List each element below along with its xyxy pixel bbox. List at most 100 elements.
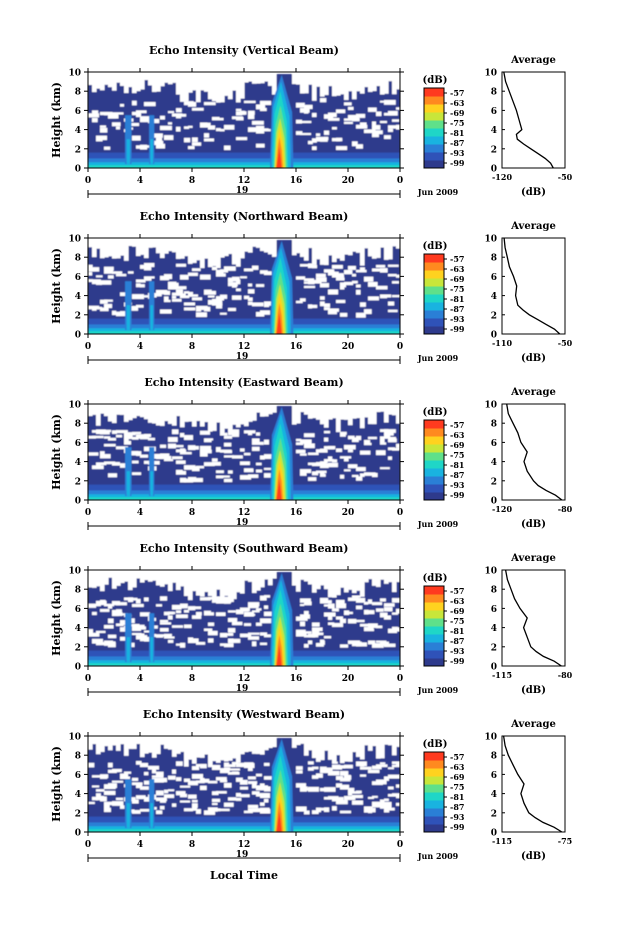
- no-data-gap: [108, 570, 113, 578]
- no-data-gap: [88, 736, 93, 750]
- no-data-hole: [204, 810, 216, 815]
- no-data-hole: [320, 769, 331, 774]
- no-data-hole: [172, 625, 184, 628]
- no-data-hole: [256, 469, 263, 473]
- no-data-hole: [308, 640, 313, 645]
- y-tick-label: 0: [75, 497, 81, 507]
- no-data-hole: [248, 431, 253, 436]
- no-data-hole: [396, 124, 407, 130]
- no-data-gap: [352, 404, 357, 419]
- no-data-hole: [336, 146, 348, 151]
- no-data-gap: [188, 570, 193, 601]
- no-data-hole: [216, 447, 221, 453]
- profile-unit: (dB): [521, 851, 546, 862]
- no-data-hole: [164, 613, 170, 616]
- no-data-hole: [352, 791, 360, 794]
- no-data-hole: [248, 110, 255, 115]
- profile-y-tick-label: 10: [484, 567, 497, 577]
- no-data-gap: [296, 570, 301, 592]
- no-data-gap: [132, 238, 137, 247]
- no-data-hole: [100, 599, 106, 604]
- no-data-hole: [256, 785, 268, 791]
- no-data-hole: [312, 766, 319, 770]
- y-tick-label: 8: [75, 752, 81, 762]
- colorbar-tick-label: -81: [450, 128, 464, 138]
- no-data-hole: [184, 609, 189, 613]
- colorbar-unit: (dB): [423, 75, 448, 86]
- no-data-hole: [328, 117, 340, 121]
- x-tick-label: 8: [189, 508, 195, 518]
- no-data-hole: [116, 273, 127, 277]
- no-data-gap: [332, 238, 337, 263]
- no-data-gap: [308, 570, 313, 585]
- no-data-gap: [356, 404, 361, 419]
- no-data-hole: [104, 303, 113, 309]
- no-data-hole: [216, 612, 226, 616]
- no-data-hole: [364, 628, 375, 632]
- no-data-hole: [156, 771, 164, 776]
- no-data-gap: [396, 72, 401, 90]
- no-data-gap: [124, 570, 129, 582]
- no-data-gap: [144, 404, 149, 420]
- profile-frame: [501, 735, 566, 833]
- no-data-hole: [168, 639, 174, 643]
- x-tick-label: 16: [290, 674, 303, 684]
- no-data-gap: [336, 238, 341, 259]
- no-data-gap: [100, 238, 105, 259]
- profile-y-tick-label: 10: [484, 733, 497, 743]
- colorbar-tick-label: -93: [450, 812, 465, 822]
- no-data-gap: [352, 570, 357, 594]
- no-data-gap: [308, 404, 313, 419]
- no-data-hole: [180, 293, 186, 296]
- no-data-gap: [236, 570, 241, 593]
- no-data-hole: [236, 777, 243, 782]
- no-data-gap: [356, 72, 361, 92]
- y-tick-label: 2: [75, 643, 81, 653]
- no-data-hole: [96, 630, 106, 633]
- colorbar-swatch: [424, 318, 444, 327]
- colorbar-frame: [423, 253, 445, 335]
- colorbar-unit: (dB): [423, 573, 448, 584]
- no-data-gap: [200, 404, 205, 427]
- no-data-hole: [384, 603, 395, 607]
- no-data-hole: [224, 450, 233, 454]
- no-data-gap: [128, 238, 133, 246]
- no-data-hole: [328, 603, 335, 609]
- no-data-hole: [212, 791, 219, 796]
- no-data-hole: [136, 598, 141, 604]
- no-data-hole: [364, 439, 371, 444]
- colorbar-swatch: [424, 586, 444, 595]
- profile-y-tick-label: 4: [491, 790, 497, 800]
- no-data-hole: [320, 448, 326, 452]
- no-data-hole: [200, 122, 208, 128]
- no-data-hole: [168, 281, 177, 286]
- no-data-hole: [216, 475, 224, 479]
- no-data-hole: [156, 635, 164, 638]
- no-data-hole: [192, 803, 198, 808]
- profile-y-tick-label: 6: [491, 273, 497, 283]
- no-data-hole: [184, 624, 192, 629]
- no-data-hole: [252, 610, 260, 613]
- colorbar-swatch: [424, 776, 444, 785]
- no-data-hole: [216, 777, 227, 781]
- no-data-gap: [324, 404, 329, 428]
- no-data-hole: [328, 308, 339, 312]
- no-data-hole: [372, 602, 383, 606]
- no-data-hole: [392, 626, 399, 630]
- no-data-hole: [104, 625, 114, 629]
- no-data-hole: [248, 781, 258, 784]
- no-data-hole: [348, 449, 353, 453]
- no-data-gap: [204, 238, 209, 259]
- no-data-hole: [144, 276, 155, 279]
- no-data-gap: [324, 72, 329, 95]
- no-data-hole: [88, 629, 93, 634]
- no-data-hole: [156, 604, 163, 607]
- no-data-hole: [312, 264, 318, 269]
- no-data-gap: [376, 238, 381, 258]
- colorbar-tick-label: -57: [450, 752, 464, 762]
- no-data-hole: [264, 776, 276, 780]
- no-data-hole: [140, 454, 149, 458]
- no-data-hole: [376, 608, 384, 612]
- no-data-hole: [388, 456, 393, 460]
- date-month-label: Jun 2009: [417, 187, 459, 197]
